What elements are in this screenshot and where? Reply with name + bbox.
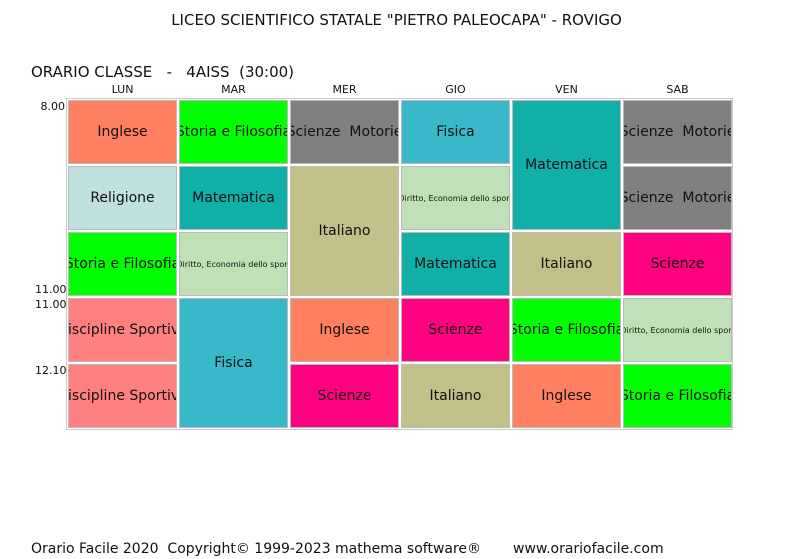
lesson-cell: Scienze Motorie: [290, 100, 399, 164]
lesson-cell: Scienze: [623, 232, 732, 296]
lesson-cell: Religione: [68, 166, 177, 230]
lesson-cell: Fisica: [401, 100, 510, 164]
day-header: SAB: [666, 83, 689, 96]
lesson-cell: Inglese: [512, 364, 621, 428]
lesson-cell: Inglese: [290, 298, 399, 362]
title: LICEO SCIENTIFICO STATALE "PIETRO PALEOC…: [171, 11, 622, 29]
day-header: LUN: [111, 83, 134, 96]
day-header: GIO: [445, 83, 466, 96]
lesson-cell: Italiano: [401, 364, 510, 428]
lesson-cell: Discipline Sportive: [68, 298, 177, 362]
lesson-cell: Storia e Filosofia: [623, 364, 732, 428]
lesson-cell: Storia e Filosofia: [512, 298, 621, 362]
lesson-cell: Scienze Motorie: [623, 100, 732, 164]
time-label: 12.10: [35, 364, 67, 377]
lesson-cell: Scienze: [401, 298, 510, 362]
time-label: 11.00: [35, 298, 67, 311]
time-label: 11.00: [35, 283, 67, 296]
lesson-cell: Fisica: [179, 298, 288, 428]
lesson-cell: Diritto, Economia dello sport: [401, 166, 510, 230]
lesson-cell: Scienze Motorie: [623, 166, 732, 230]
lesson-cell: Matematica: [512, 100, 621, 230]
lesson-cell: Storia e Filosofia: [68, 232, 177, 296]
copyright: Orario Facile 2020 Copyright© 1999-2023 …: [31, 541, 482, 557]
lesson-cell: Inglese: [68, 100, 177, 164]
lesson-cell: Diritto, Economia dello sport: [623, 298, 732, 362]
lesson-cell: Matematica: [401, 232, 510, 296]
time-label: 8.00: [40, 100, 66, 113]
lesson-cell: Italiano: [512, 232, 621, 296]
website: www.orariofacile.com: [513, 541, 664, 557]
day-header: MAR: [221, 83, 246, 96]
subtitle: ORARIO CLASSE - 4AISS (30:00): [31, 63, 295, 81]
day-header: VEN: [555, 83, 578, 96]
lesson-cell: Discipline Sportive: [68, 364, 177, 428]
lesson-cell: Storia e Filosofia: [179, 100, 288, 164]
day-header: MER: [332, 83, 357, 96]
lesson-cell: Matematica: [179, 166, 288, 230]
lesson-cell: Scienze: [290, 364, 399, 428]
lesson-cell: Diritto, Economia dello sport: [179, 232, 288, 296]
lesson-cell: Italiano: [290, 166, 399, 296]
timetable-grid: [66, 98, 733, 430]
